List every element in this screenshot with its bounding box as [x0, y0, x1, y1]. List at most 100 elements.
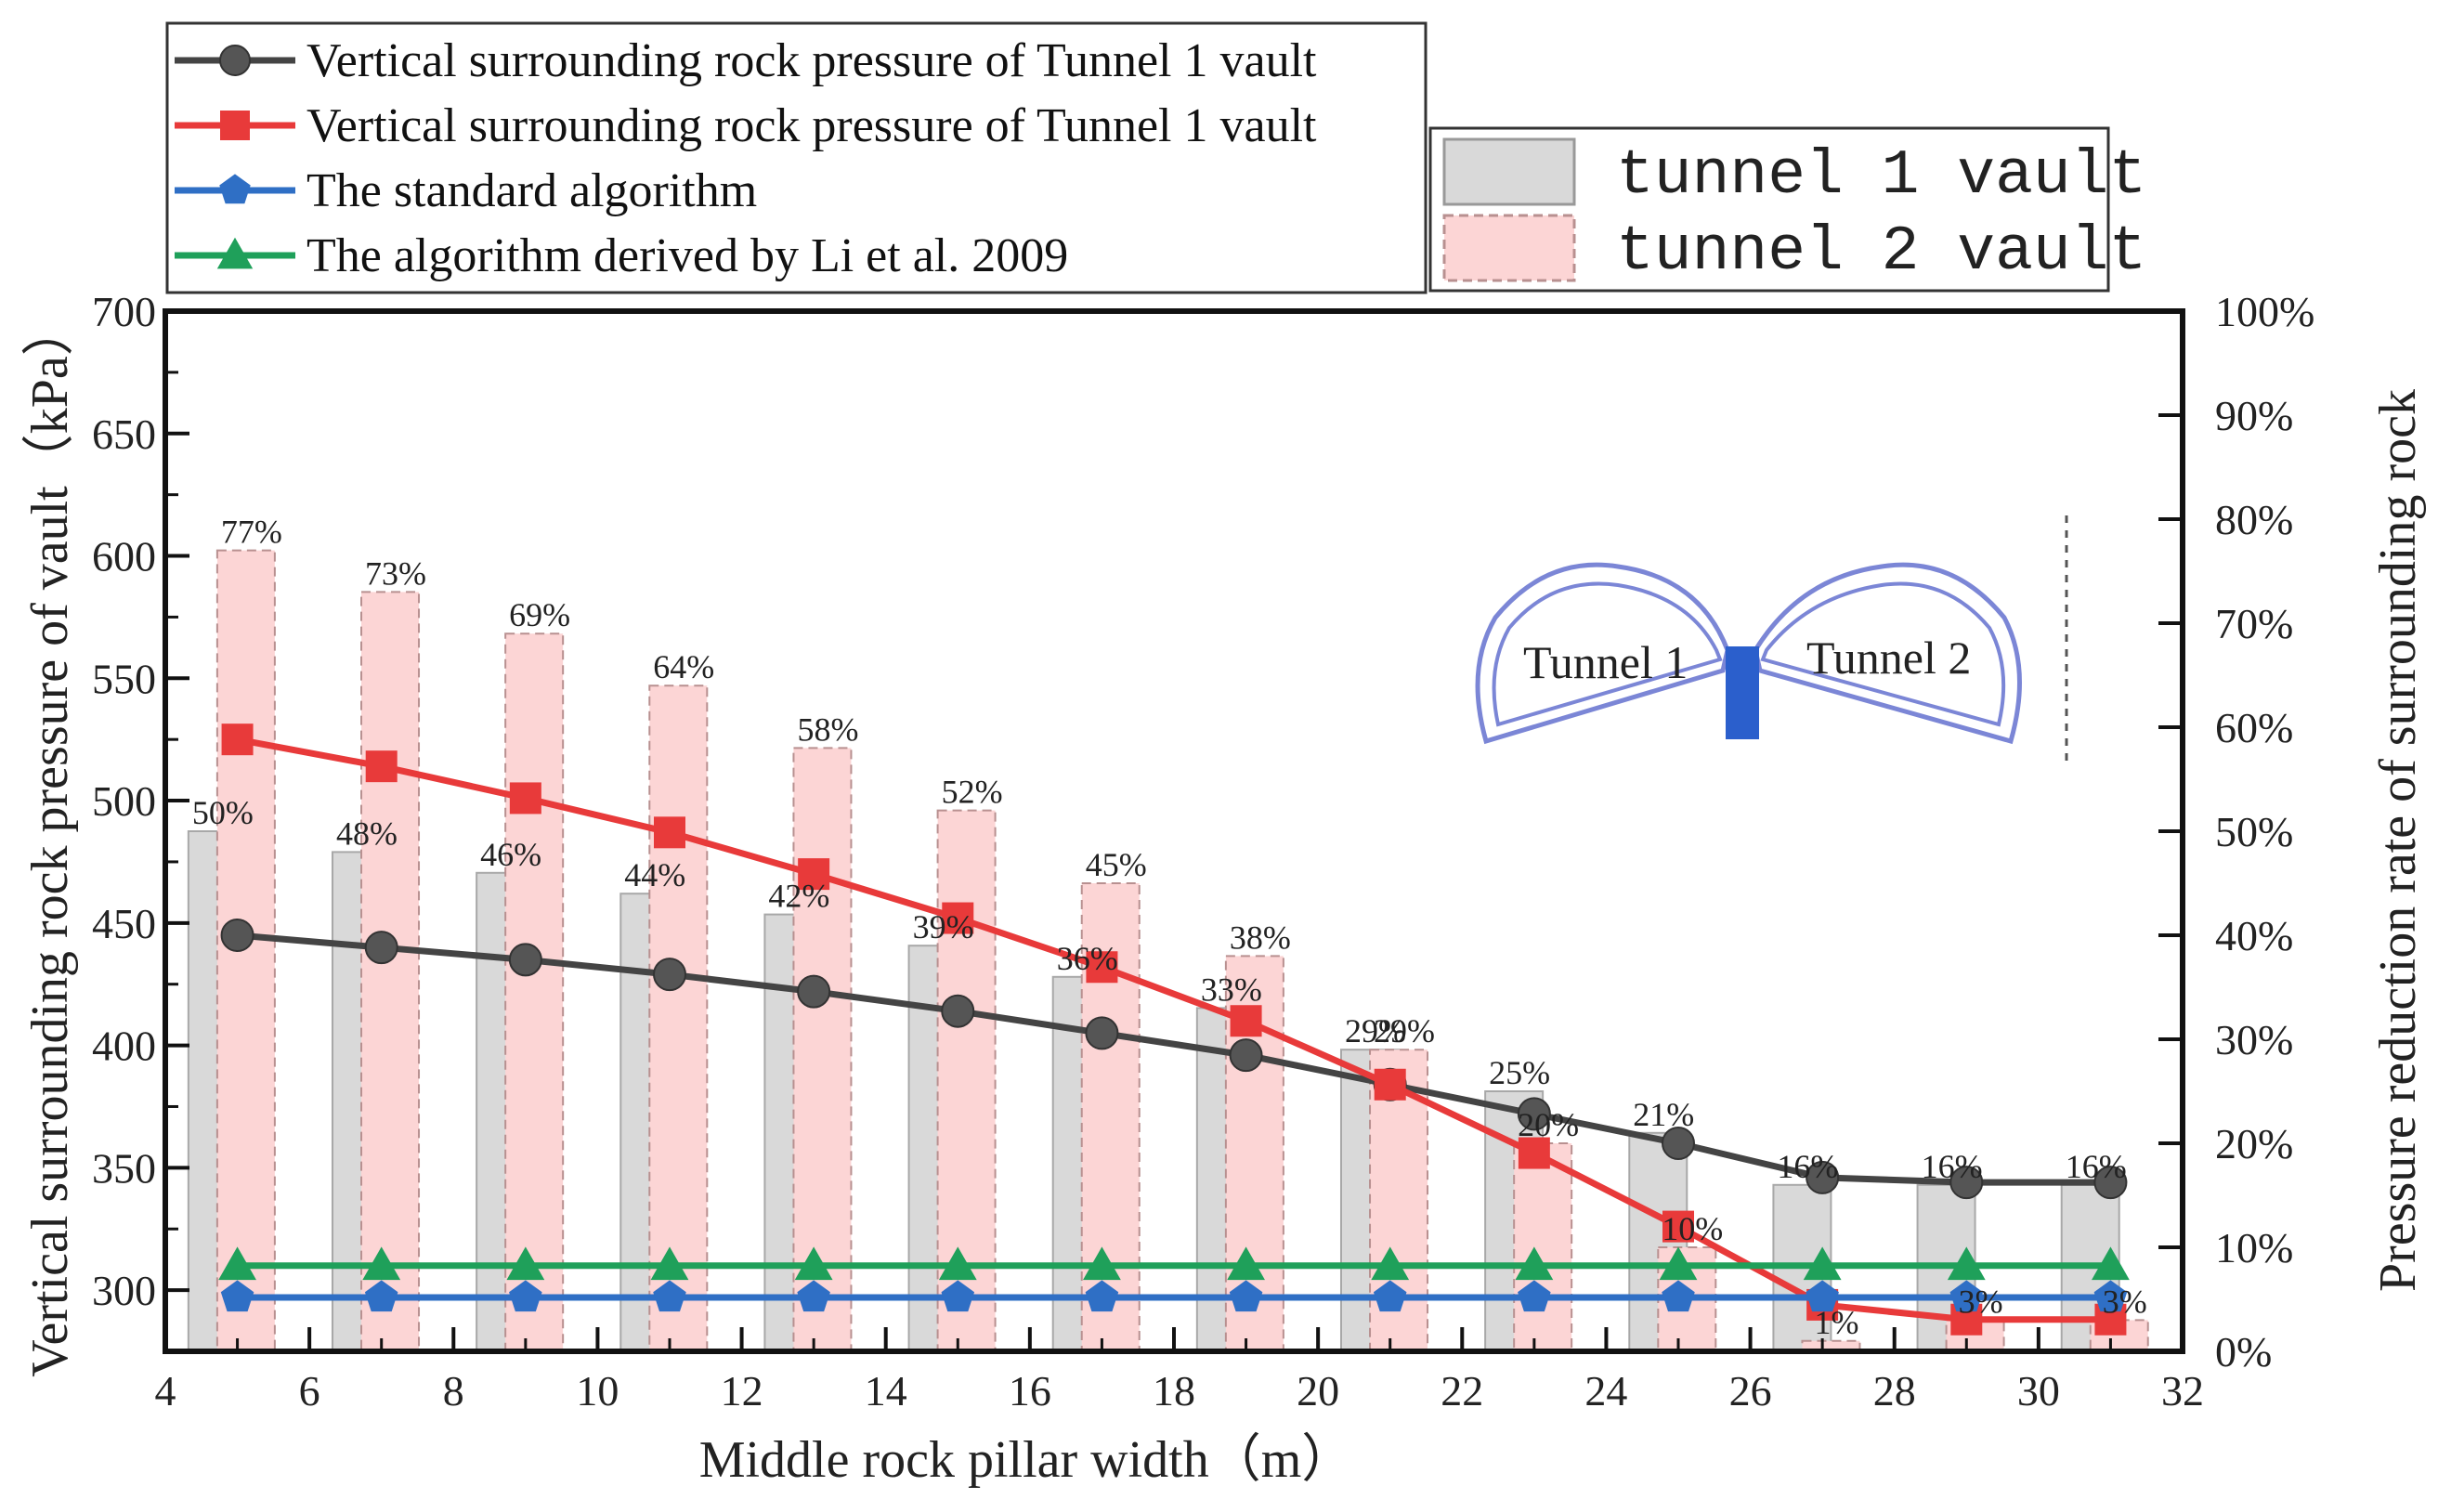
- line-3-marker-27: [1806, 1280, 1839, 1312]
- line-3-marker-9: [509, 1280, 542, 1312]
- x-tick-label-14: 14: [865, 1367, 907, 1414]
- y2-tick-label-30: 30%: [2215, 1016, 2293, 1063]
- x-tick-label-32: 32: [2161, 1367, 2204, 1414]
- y-tick-label-450: 450: [92, 900, 156, 947]
- line-2-marker-9: [509, 782, 541, 815]
- line-4-marker-25: [1659, 1246, 1698, 1281]
- line-1-marker-11: [653, 958, 686, 992]
- x-tick-label-10: 10: [576, 1367, 619, 1414]
- x-tick-label-18: 18: [1153, 1367, 1195, 1414]
- tunnel-1-inner: [1492, 581, 1723, 727]
- y2-tick-label-100: 100%: [2215, 288, 2314, 335]
- tunnel-2-bar-label-25: 10%: [1662, 1210, 1723, 1247]
- line-3-marker-31: [2093, 1280, 2128, 1312]
- lines: [218, 723, 2130, 1336]
- line-1-marker-17: [1085, 1016, 1119, 1050]
- line-legend: Vertical surrounding rock pressure of Tu…: [165, 21, 1428, 294]
- x-tick-label-24: 24: [1584, 1367, 1627, 1414]
- tunnel-2-bar-label-31: 3%: [2103, 1283, 2147, 1320]
- tunnel-1-bar-label-27: 16%: [1777, 1148, 1838, 1185]
- tunnel-1-bar-label-31: 16%: [2066, 1148, 2127, 1185]
- legend-label-1: Vertical surrounding rock pressure of Tu…: [306, 34, 1317, 87]
- tunnel-1-bar-label-21: 29%: [1345, 1012, 1406, 1049]
- y2-tick-label-80: 80%: [2215, 496, 2293, 543]
- y-tick-label-550: 550: [92, 655, 156, 702]
- line-2-marker-25: [1662, 1210, 1694, 1243]
- tunnel-2-bar-label-11: 64%: [653, 648, 714, 685]
- tunnel-2-bar-label-13: 58%: [797, 710, 858, 748]
- line-1-marker-25: [1662, 1127, 1695, 1160]
- line-2-marker-11: [654, 816, 685, 849]
- y2-tick-label-10: 10%: [2215, 1224, 2293, 1271]
- y-tick-label-350: 350: [92, 1144, 156, 1192]
- tunnel-1-bar-label-25: 21%: [1633, 1096, 1694, 1133]
- line-2-marker-7: [365, 750, 398, 783]
- line-4-marker-21: [1371, 1246, 1410, 1281]
- x-tick-label-28: 28: [1873, 1367, 1916, 1414]
- tunnel-2-bar-label-7: 73%: [365, 554, 426, 592]
- line-3-marker-13: [797, 1280, 830, 1312]
- tunnel-2-bar-5: [215, 549, 276, 1352]
- legend-bar-swatch-2: [1442, 214, 1576, 282]
- y2-axis-title: Pressure reduction rate of surrounding r…: [2369, 389, 2427, 1292]
- legend-label-3: The standard algorithm: [306, 164, 757, 217]
- legend-bar-label-1: tunnel 1 vault: [1616, 140, 2146, 212]
- tunnel-2-bar-label-19: 38%: [1230, 919, 1291, 956]
- line-legend-box: [165, 21, 1428, 294]
- legend-marker-1: [219, 45, 251, 76]
- x-tick-label-6: 6: [299, 1367, 320, 1414]
- tunnel-2-bar-11: [648, 684, 709, 1352]
- y-tick-label-300: 300: [92, 1267, 156, 1314]
- tunnel-1-bar-label-15: 39%: [913, 908, 974, 945]
- line-4-marker-11: [650, 1246, 689, 1281]
- line-2-marker-21: [1374, 1068, 1406, 1101]
- line-4-marker-15: [938, 1246, 977, 1281]
- line-4-marker-23: [1515, 1246, 1554, 1281]
- legend-bar-swatch-1: [1442, 137, 1576, 206]
- line-3-marker-29: [1949, 1280, 1984, 1312]
- x-tick-label-8: 8: [443, 1367, 464, 1414]
- line-2-marker-13: [798, 858, 830, 891]
- line-4-marker-31: [2092, 1246, 2130, 1281]
- plot-background: [165, 311, 2183, 1351]
- line-1-marker-23: [1517, 1097, 1551, 1131]
- tunnel-1-bar-label-17: 36%: [1057, 940, 1118, 977]
- bar-labels: 50% 48% 46% 44% 42% 39% 36% 33% 29% 25% 21% 16% 16% 1…: [192, 514, 2147, 1341]
- tunnel-1-bar-label-7: 48%: [336, 815, 398, 852]
- line-3-marker-11: [653, 1280, 686, 1312]
- y-axis-title: Vertical surrounding rock pressure of va…: [21, 304, 79, 1377]
- line-2-marker-15: [942, 902, 974, 934]
- tunnel-2-bar-label-15: 52%: [942, 774, 1003, 811]
- x-tick-label-4: 4: [155, 1367, 176, 1414]
- tunnel-2-bar-23: [1513, 1142, 1573, 1352]
- tunnel-1-bar-label-11: 44%: [624, 856, 685, 893]
- tunnel-1-bar-label-13: 42%: [768, 878, 829, 915]
- y2-tick-label-20: 20%: [2215, 1120, 2293, 1167]
- line-4-marker-29: [1947, 1246, 1986, 1281]
- line-3-marker-7: [364, 1280, 398, 1312]
- line-3-marker-23: [1518, 1280, 1551, 1312]
- line-1-marker-9: [508, 943, 542, 977]
- legend-marker-3: [219, 174, 251, 204]
- tunnel-2-bar-label-27: 1%: [1814, 1304, 1858, 1341]
- tunnel-2-outline: [1753, 562, 2022, 745]
- tunnel-2-bar-7: [360, 591, 421, 1352]
- y-tick-label-700: 700: [92, 288, 156, 335]
- legend-label-2: Vertical surrounding rock pressure of Tu…: [306, 99, 1317, 152]
- line-4-marker-13: [794, 1246, 833, 1281]
- tunnel-1-bar-label-29: 16%: [1922, 1148, 1983, 1185]
- line-2-marker-23: [1518, 1137, 1550, 1169]
- tunnel-1-bar-label-23: 25%: [1489, 1054, 1550, 1091]
- line-4-marker-7: [362, 1246, 401, 1281]
- legend-marker-2: [220, 111, 250, 140]
- tunnel-2-bar-15: [936, 809, 997, 1352]
- y-tick-label-400: 400: [92, 1023, 156, 1070]
- line-3-marker-15: [941, 1280, 975, 1312]
- line-4-marker-5: [218, 1246, 256, 1281]
- line-1-marker-15: [941, 994, 975, 1028]
- middle-rock-pillar: [1726, 646, 1759, 739]
- line-1-marker-5: [220, 919, 254, 952]
- y2-tick-label-60: 60%: [2215, 704, 2293, 751]
